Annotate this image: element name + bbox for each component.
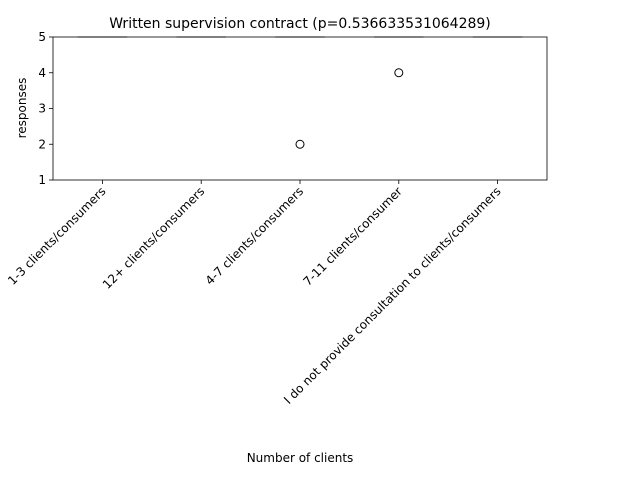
- y-tick-label: 5: [38, 30, 46, 44]
- y-tick-label: 3: [38, 102, 46, 116]
- y-tick-label: 2: [38, 137, 46, 151]
- x-axis-label: Number of clients: [247, 451, 354, 465]
- x-tick-label: 4-7 clients/consumers: [203, 184, 306, 287]
- chart-title: Written supervision contract (p=0.536633…: [109, 16, 491, 32]
- x-tick-label: 1-3 clients/consumers: [5, 184, 108, 287]
- x-tick-label: 12+ clients/consumers: [100, 184, 208, 292]
- outlier-point: [394, 68, 404, 78]
- y-axis: 1 2 3 4 5: [38, 30, 53, 187]
- y-tick-label: 1: [38, 173, 46, 187]
- x-tick-label: 7-11 clients/consumer: [300, 184, 404, 288]
- x-tick-label: I do not provide consultation to clients…: [281, 184, 504, 407]
- plot-frame: [52, 36, 548, 181]
- plot-area: [52, 36, 548, 181]
- y-axis-label: responses: [15, 78, 29, 139]
- outlier-point: [295, 139, 305, 149]
- box-3: [275, 36, 325, 149]
- y-tick-label: 4: [38, 66, 46, 80]
- box-4: [374, 36, 424, 78]
